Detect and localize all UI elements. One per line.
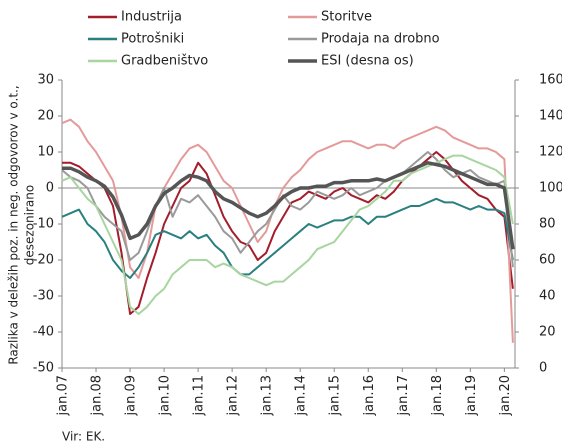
y-tick-label: -30 <box>33 289 54 304</box>
y2-tick-label: 100 <box>539 181 562 196</box>
y-tick-label: 0 <box>46 181 54 196</box>
x-tick-label: jan.08 <box>90 375 105 417</box>
series-line <box>61 151 514 268</box>
legend-label: Industrija <box>121 10 182 25</box>
x-tick-label: jan.17 <box>396 375 411 417</box>
series-line <box>62 151 514 315</box>
legend-label: Storitve <box>321 10 372 25</box>
x-tick-label: jan.18 <box>430 375 445 417</box>
y-axis-label: Razlika v deležih poz. in neg. odgovorov… <box>7 85 21 364</box>
legend-label: ESI (desna os) <box>321 54 414 69</box>
source: Vir: EK. <box>62 430 105 444</box>
y-tick-label: -10 <box>33 217 54 232</box>
x-tick-label: jan.16 <box>362 375 377 417</box>
y-tick-label: 20 <box>37 109 54 124</box>
x-tick-label: jan.12 <box>226 375 241 417</box>
x-tick-label: jan.09 <box>124 375 139 417</box>
x-tick-label: jan.19 <box>464 375 479 417</box>
y-tick-label: -50 <box>33 361 54 376</box>
x-tick-label: jan.20 <box>498 375 513 417</box>
y2-tick-label: 120 <box>539 145 562 160</box>
y-tick-label: -40 <box>33 325 54 340</box>
y-tick-label: -20 <box>33 253 54 268</box>
series-line <box>62 161 515 250</box>
y-tick-label: 10 <box>37 145 54 160</box>
y2-tick-label: 160 <box>539 73 562 88</box>
legend-label: Potrošniki <box>121 32 184 47</box>
x-tick-label: jan.15 <box>328 375 343 417</box>
y2-tick-label: 20 <box>539 325 556 340</box>
series-line <box>61 118 514 343</box>
legend-label: Gradbeništvo <box>121 54 208 69</box>
y2-tick-label: 80 <box>539 217 556 232</box>
x-tick-label: jan.07 <box>56 375 71 417</box>
y2-tick-label: 0 <box>539 361 547 376</box>
y2-tick-label: 60 <box>539 253 556 268</box>
y-axis-label: desezonirano <box>23 185 37 265</box>
y2-tick-label: 140 <box>539 109 562 124</box>
series-line <box>61 154 514 315</box>
y2-tick-label: 40 <box>539 289 556 304</box>
x-tick-label: jan.10 <box>158 375 173 417</box>
x-tick-label: jan.11 <box>192 375 207 417</box>
legend-label: Prodaja na drobno <box>321 32 440 47</box>
y-tick-label: 30 <box>37 73 54 88</box>
x-tick-label: jan.13 <box>260 375 275 417</box>
x-tick-label: jan.14 <box>294 375 309 417</box>
series-line <box>61 197 514 279</box>
